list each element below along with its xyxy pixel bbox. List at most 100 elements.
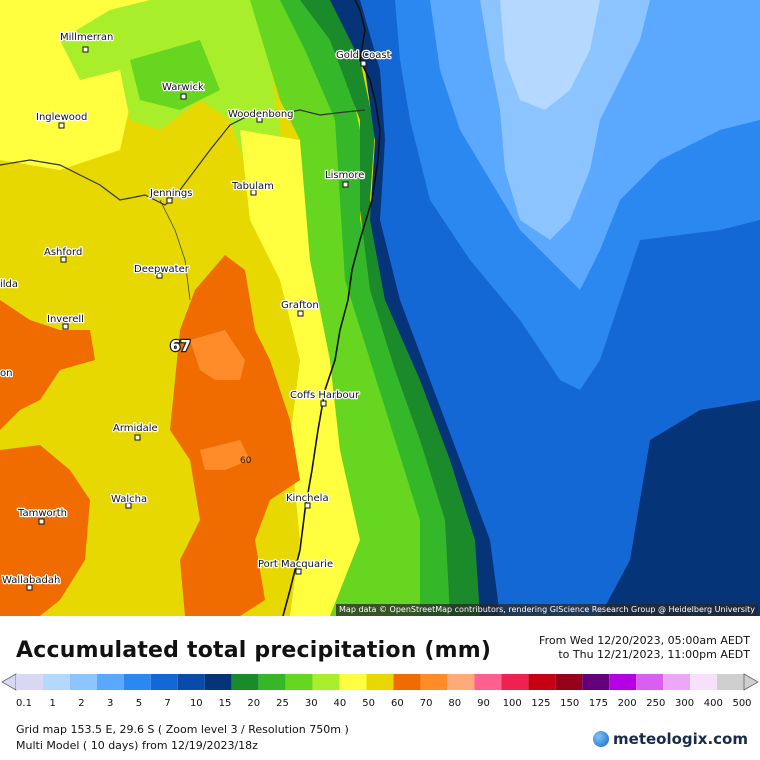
legend-label: 150 [560,698,579,709]
field-50-60-west [0,300,95,430]
legend-label: 3 [107,698,113,709]
legend-label: 70 [420,698,433,709]
legend-swatch [285,674,313,690]
city-marker [60,256,67,263]
city-marker [342,181,349,188]
legend-swatch [528,674,556,690]
meteologix-logo[interactable]: meteologix.com [593,730,748,748]
time-period: From Wed 12/20/2023, 05:00am AEDT to Thu… [539,634,750,662]
legend-label: 400 [704,698,723,709]
field-10-15-coast [300,0,490,616]
model-info: Multi Model ( 10 days) from 12/19/2023/1… [16,739,258,752]
field-25-30-north [60,0,310,260]
period-to: to Thu 12/21/2023, 11:00pm AEDT [558,648,750,661]
city-label: Kinchela [286,493,329,504]
max-value-label: 67 [170,337,191,355]
legend-swatch [609,674,637,690]
city-marker [360,60,367,67]
legend-swatch [636,674,664,690]
legend-swatch [582,674,610,690]
city-marker [134,434,141,441]
city-label: Coffs Harbour [290,390,360,401]
city-label: Ashford [44,247,82,258]
legend-swatch [258,674,286,690]
city-label: Tamworth [17,508,67,519]
legend-swatch [717,674,744,690]
city-marker [62,323,69,330]
legend-swatch [366,674,394,690]
city-marker [156,272,163,279]
legend-label: 80 [448,698,461,709]
contour-label: 60 [240,456,252,466]
legend-label: 250 [646,698,665,709]
legend-swatch [690,674,718,690]
legend-arrow-left [1,673,17,691]
legend-label: 500 [732,698,751,709]
legend-label: 7 [164,698,170,709]
city-label: on [0,368,12,379]
legend-label: 1 [50,698,56,709]
field-0.1-1-ocean [500,0,600,110]
legend-label: 25 [276,698,289,709]
map-canvas: Millmerran Warwick Inglewood Woodenbong Gold… [0,0,760,616]
field-60-70-south [200,440,250,470]
city-label: Lismore [325,170,364,181]
legend-swatch [501,674,529,690]
footer-info: Grid map 153.5 E, 29.6 S ( Zoom level 3 … [16,722,349,754]
legend-arrow-right [743,673,759,691]
field-7-10-southeast [620,400,760,616]
city-marker [166,197,173,204]
coastline [282,0,381,616]
logo-text: meteologix.com [613,730,748,748]
city-label: Jennings [149,188,192,199]
legend-swatch [177,674,205,690]
city-label: Tabulam [231,181,274,192]
region-border [159,199,191,301]
legend-swatch [339,674,367,690]
map-attribution[interactable]: Map data © OpenStreetMap contributors, r… [336,604,758,616]
city-label: ilda [0,279,18,290]
city-label: Armidale [113,423,158,434]
legend-swatch [231,674,259,690]
field-15-20-coast [280,0,470,616]
legend-swatch [474,674,502,690]
city-label: Walcha [111,494,147,505]
legend-label: 20 [247,698,260,709]
legend-label: 200 [618,698,637,709]
city-label: Wallabadah [2,575,60,586]
city-marker [297,310,304,317]
legend-label: 40 [334,698,347,709]
legend-label: 0.1 [16,698,32,709]
city-marker [26,584,33,591]
city-label: Deepwater [134,264,190,275]
legend-swatch [16,674,43,690]
legend-swatch [420,674,448,690]
period-from: From Wed 12/20/2023, 05:00am AEDT [539,634,750,647]
city-label: Warwick [162,82,204,93]
city-marker [295,568,302,575]
precipitation-map[interactable]: Millmerran Warwick Inglewood Woodenbong Gold… [0,0,760,616]
legend-swatch [447,674,475,690]
legend-label: 90 [477,698,490,709]
city-marker [304,502,311,509]
legend-label: 10 [190,698,203,709]
field-20-25-north [130,40,220,110]
city-marker [250,189,257,196]
city-marker [82,46,89,53]
city-marker [320,400,327,407]
legend-label: 300 [675,698,694,709]
legend-swatch [42,674,70,690]
city-markers: Millmerran Warwick Inglewood Woodenbong Gold… [0,31,392,591]
legend-label: 125 [531,698,550,709]
color-legend: 0.1 1 2 3 5 7 10 15 20 25 30 40 50 60 70 80 90 100 125 150 1… [1,673,759,709]
city-label: Gold Coast [336,50,391,61]
city-marker [38,518,45,525]
legend-label: 5 [136,698,142,709]
city-marker [58,122,65,129]
city-label: Inverell [47,314,84,325]
field-50-60-southwest [0,445,90,616]
info-panel: Accumulated total precipitation (mm) Fro… [0,616,760,760]
legend-swatch [312,674,340,690]
legend-label: 60 [391,698,404,709]
city-label: Port Macquarie [258,559,333,570]
